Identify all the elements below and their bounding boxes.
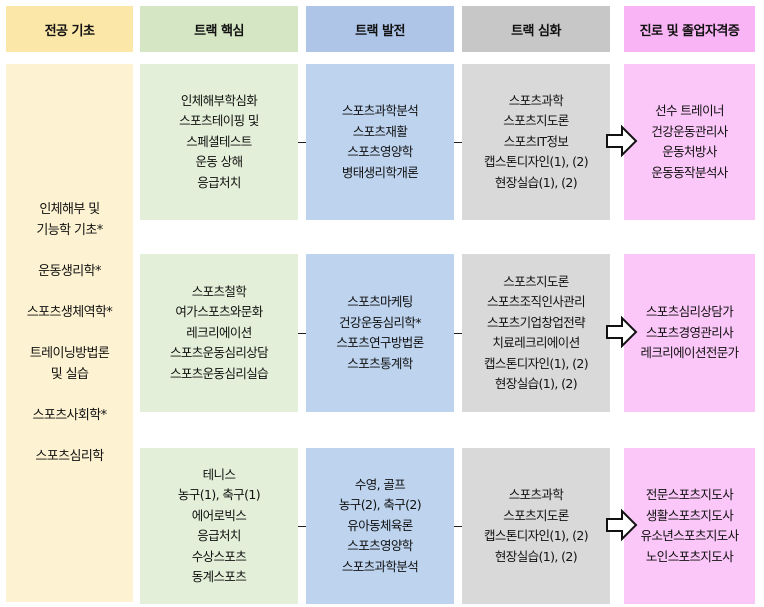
right-arrow-icon xyxy=(606,124,638,158)
core-course-item: 스포츠운동심리상담 xyxy=(169,345,269,361)
career-course-item: 노인스포츠지도사 xyxy=(645,548,734,564)
development-course-item: 스포츠영양학 xyxy=(347,144,413,159)
header-advanced: 트랙 심화 xyxy=(462,6,610,52)
base-course-line: 및 실습 xyxy=(50,367,89,382)
advanced-course-item: 캡스톤디자인(1), (2) xyxy=(484,528,589,543)
core-course-item: 응급처치 xyxy=(197,528,241,543)
connector-line xyxy=(454,526,462,527)
development-course-item: 스포츠과학분석 xyxy=(341,558,419,574)
advanced-course-item: 캡스톤디자인(1), (2) xyxy=(484,154,589,170)
base-course-item: 운동생리학* xyxy=(38,261,101,282)
career-course-item: 전문스포츠지도사 xyxy=(645,487,734,502)
advanced-course-item: 현장실습(1), (2) xyxy=(494,174,578,190)
core-course-item: 레크리에이션 xyxy=(186,324,252,340)
career-course-item: 스포츠심리상담가 xyxy=(645,304,734,320)
core-course-item: 스포츠철학 xyxy=(191,283,247,299)
header-development: 트랙 발전 xyxy=(306,6,454,52)
development-course-item: 건강운동심리학* xyxy=(339,314,422,330)
core-course-item: 운동 상해 xyxy=(195,154,244,170)
base-course-item: 스포츠사회학* xyxy=(32,405,107,426)
development-course-item: 스포츠재활 xyxy=(352,123,408,139)
base-course-line: 스포츠생체역학* xyxy=(26,305,113,320)
advanced-course-item: 현장실습(1), (2) xyxy=(494,376,578,391)
advanced-course-item: 스포츠과학 xyxy=(508,92,564,108)
base-course-item: 스포츠생체역학* xyxy=(26,302,113,323)
connector-line xyxy=(298,142,306,143)
advanced-course-item: 현장실습(1), (2) xyxy=(494,548,578,564)
right-arrow-icon xyxy=(606,315,638,349)
advanced-course-item: 스포츠지도론 xyxy=(503,507,569,523)
base-course-line: 운동생리학* xyxy=(38,264,101,279)
development-course-item: 수영, 골프 xyxy=(354,476,406,492)
core-course-item: 테니스 xyxy=(202,466,236,482)
development-course-item: 스포츠과학분석 xyxy=(341,103,419,118)
development-course-item: 병태생리학개론 xyxy=(341,164,419,180)
connector-line xyxy=(454,333,462,334)
core-course-item: 스포츠운동심리실습 xyxy=(169,365,269,381)
advanced-course-item: 스포츠지도론 xyxy=(503,113,569,129)
advanced-course-item: 스포츠IT정보 xyxy=(503,133,569,149)
core-course-item: 농구(1), 축구(1) xyxy=(177,487,261,502)
base-course-line: 트레이닝방법론 xyxy=(29,346,110,361)
career-course-item: 운동처방사 xyxy=(662,144,717,159)
advanced-course-item: 스포츠과학 xyxy=(508,487,564,502)
core-course-item: 인체해부학심화 xyxy=(180,92,258,108)
career-course-item: 건강운동관리사 xyxy=(651,123,728,139)
development-course-item: 스포츠통계학 xyxy=(347,355,413,371)
core-course-item: 여가스포츠와문화 xyxy=(175,304,263,320)
connector-line xyxy=(298,526,306,527)
core-course-item: 스포츠테이핑 및 xyxy=(179,113,259,129)
advanced-course-item: 스포츠기업창업전략 xyxy=(486,314,586,330)
development-course-item: 농구(2), 축구(2) xyxy=(338,497,422,513)
base-course-line: 기능학 기초* xyxy=(36,223,103,238)
header-core: 트랙 핵심 xyxy=(140,6,298,52)
core-course-item: 스페셜테스트 xyxy=(186,133,252,149)
development-course-item: 유아동체육론 xyxy=(347,517,413,533)
core-course-item: 응급처치 xyxy=(197,174,241,190)
connector-line xyxy=(298,333,306,334)
connector-line xyxy=(454,142,462,143)
advanced-course-item: 캡스톤디자인(1), (2) xyxy=(484,355,589,371)
base-course-line: 스포츠심리학 xyxy=(35,449,104,464)
core-course-item: 동계스포츠 xyxy=(191,569,247,584)
career-course-item: 레크리에이션전문가 xyxy=(640,345,739,361)
career-course-item: 생활스포츠지도사 xyxy=(645,507,734,523)
base-course-line: 인체해부 및 xyxy=(39,202,100,217)
base-course-item: 스포츠심리학 xyxy=(35,446,104,467)
header-career: 진로 및 졸업자격증 xyxy=(624,6,755,52)
advanced-course-item: 스포츠지도론 xyxy=(503,273,569,289)
development-course-item: 스포츠연구방법론 xyxy=(336,335,424,350)
career-course-item: 스포츠경영관리사 xyxy=(645,324,734,340)
right-arrow-icon xyxy=(606,508,638,542)
advanced-course-item: 스포츠조직인사관리 xyxy=(486,294,586,309)
career-course-item: 유소년스포츠지도사 xyxy=(640,528,739,543)
career-course-item: 선수 트레이너 xyxy=(655,103,724,118)
development-course-item: 스포츠마케팅 xyxy=(347,294,413,309)
career-course-item: 운동동작분석사 xyxy=(651,164,728,180)
advanced-course-item: 치료레크리에이션 xyxy=(492,335,580,350)
core-course-item: 수상스포츠 xyxy=(191,548,247,564)
base-course-line: 스포츠사회학* xyxy=(32,408,107,423)
core-course-item: 에어로빅스 xyxy=(191,507,247,523)
header-base: 전공 기초 xyxy=(6,6,133,52)
development-course-item: 스포츠영양학 xyxy=(347,538,413,554)
